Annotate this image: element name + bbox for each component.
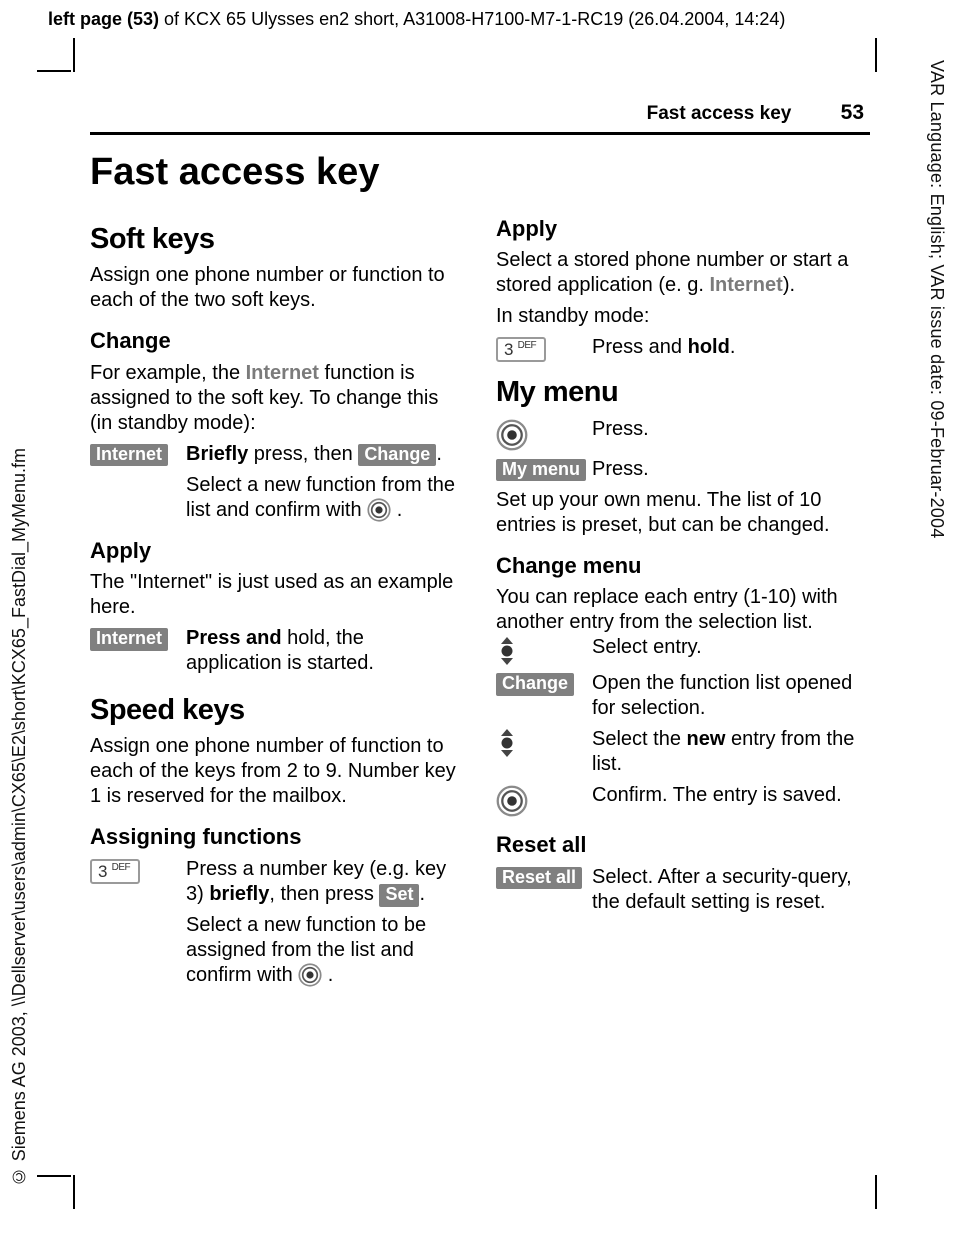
key-3def-icon: 3 DEF: [496, 337, 546, 362]
highlight-internet: Internet: [709, 274, 782, 296]
page-title: Fast access key: [90, 149, 870, 197]
page-content: Fast access key 53 Fast access key Soft …: [90, 100, 870, 994]
page-number: 53: [841, 100, 864, 126]
heading-my-menu: My menu: [496, 374, 868, 410]
softkey-change: Change: [358, 444, 436, 467]
apply-left-step: Internet Press and hold, the application…: [90, 626, 462, 676]
center-button-icon: [496, 785, 528, 817]
softkey-internet: Internet: [90, 628, 168, 651]
left-column: Soft keys Assign one phone number or fun…: [90, 215, 462, 994]
side-note-left: © Siemens AG 2003, \\Dellserver\users\ad…: [8, 448, 31, 1186]
crop-mark: [37, 1175, 71, 1177]
mymenu-step-1: Press.: [496, 417, 868, 451]
apply-right-desc: Select a stored phone number or start a …: [496, 248, 868, 298]
mymenu-desc: Set up your own menu. The list of 10 ent…: [496, 488, 868, 538]
change-desc: For example, the Internet function is as…: [90, 361, 462, 436]
proof-header-bold: left page (53): [48, 9, 159, 29]
key-3def-icon: 3 DEF: [90, 859, 140, 884]
side-note-right: VAR Language: English; VAR issue date: 0…: [926, 60, 949, 538]
heading-apply-right: Apply: [496, 215, 868, 243]
soft-keys-desc: Assign one phone number or function to e…: [90, 263, 462, 313]
softkey-change: Change: [496, 673, 574, 696]
header-rule: [90, 132, 870, 135]
softkey-internet: Internet: [90, 444, 168, 467]
nav-up-down-icon: [496, 729, 518, 757]
nav-up-down-icon: [496, 637, 518, 665]
heading-reset-all: Reset all: [496, 831, 868, 859]
running-head: Fast access key 53: [90, 100, 870, 126]
change-menu-desc: You can replace each entry (1-10) with a…: [496, 585, 868, 635]
reset-step: Reset all Select. After a security-query…: [496, 865, 868, 915]
crop-mark: [37, 70, 71, 72]
cm-step-4: Confirm. The entry is saved.: [496, 783, 868, 817]
softkey-set: Set: [379, 884, 419, 907]
softkey-my-menu: My menu: [496, 459, 586, 482]
crop-mark: [73, 1175, 75, 1209]
heading-assigning: Assigning functions: [90, 823, 462, 851]
center-button-icon: [496, 419, 528, 451]
apply-right-step: 3 DEF Press and hold.: [496, 335, 868, 362]
cm-step-3: Select the new entry from the list.: [496, 727, 868, 777]
mymenu-step-2: My menu Press.: [496, 457, 868, 482]
heading-change-menu: Change menu: [496, 552, 868, 580]
speed-keys-desc: Assign one phone number of function to e…: [90, 734, 462, 809]
center-button-icon: [298, 963, 322, 987]
heading-speed-keys: Speed keys: [90, 692, 462, 728]
proof-header: left page (53) of KCX 65 Ulysses en2 sho…: [48, 8, 785, 31]
right-column: Apply Select a stored phone number or st…: [496, 215, 868, 994]
highlight-internet: Internet: [246, 362, 319, 384]
proof-header-rest: of KCX 65 Ulysses en2 short, A31008-H710…: [159, 9, 785, 29]
cm-step-1: Select entry.: [496, 635, 868, 665]
apply-left-desc: The "Internet" is just used as an exampl…: [90, 570, 462, 620]
heading-change: Change: [90, 327, 462, 355]
crop-mark: [875, 1175, 877, 1209]
assign-step-1: 3 DEF Press a number key (e.g. key 3) br…: [90, 857, 462, 907]
heading-soft-keys: Soft keys: [90, 221, 462, 257]
heading-apply-left: Apply: [90, 537, 462, 565]
crop-mark: [73, 38, 75, 72]
softkey-reset-all: Reset all: [496, 867, 582, 890]
standby-note: In standby mode:: [496, 304, 868, 329]
assign-step-2: Select a new function to be assigned fro…: [90, 913, 462, 988]
crop-mark: [875, 38, 877, 72]
cm-step-2: Change Open the function list opened for…: [496, 671, 868, 721]
running-head-title: Fast access key: [647, 103, 792, 124]
change-step-2: Select a new function from the list and …: [90, 473, 462, 523]
change-step-1: Internet Briefly press, then Change.: [90, 442, 462, 467]
center-button-icon: [367, 498, 391, 522]
